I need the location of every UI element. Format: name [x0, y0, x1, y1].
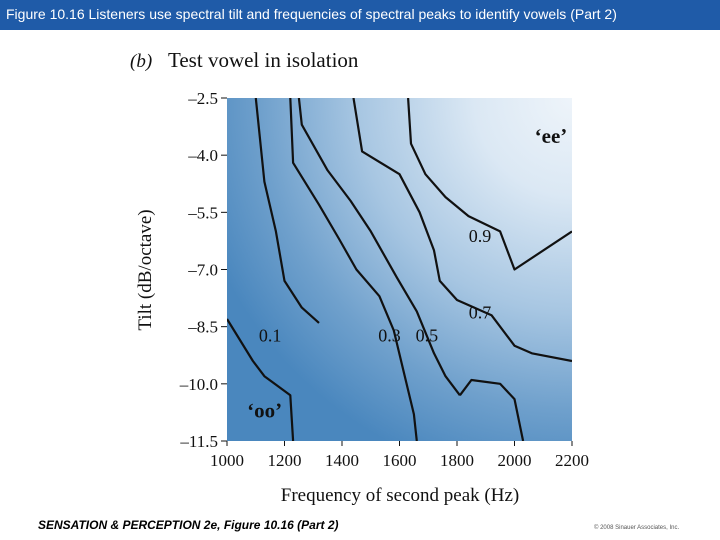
contour-line: [352, 98, 572, 363]
footer-source: SENSATION & PERCEPTION 2e, Figure 10.16 …: [38, 518, 339, 532]
contour-line: [227, 318, 295, 441]
contour-line: [407, 98, 572, 271]
y-tick-label: –7.0: [187, 261, 218, 280]
vowel-region-label: ‘ee’: [535, 124, 568, 148]
chart-title: Test vowel in isolation: [168, 48, 359, 72]
plot-background: [227, 98, 572, 441]
x-tick-label: 1200: [268, 451, 302, 470]
vowel-region-label: ‘oo’: [247, 399, 282, 423]
contour-line: [459, 378, 525, 441]
x-tick-label: 2000: [498, 451, 532, 470]
y-tick-label: –8.5: [187, 318, 218, 337]
y-tick-label: –5.5: [187, 203, 218, 222]
contour-level-label: 0.5: [416, 325, 439, 345]
contour-line: [254, 98, 320, 324]
contour-line: [297, 98, 461, 396]
y-tick-label: –4.0: [187, 146, 218, 165]
panel-label: (b): [130, 51, 152, 72]
x-tick-label: 1400: [325, 451, 359, 470]
y-tick-label: –10.0: [179, 375, 218, 394]
footer-copyright: © 2008 Sinauer Associates, Inc.: [594, 525, 680, 531]
x-tick-label: 1600: [383, 451, 417, 470]
x-tick-label: 1000: [210, 451, 244, 470]
contour-line: [289, 98, 418, 441]
figure-title: Figure 10.16 Listeners use spectral tilt…: [6, 6, 617, 22]
title-bar: Figure 10.16 Listeners use spectral tilt…: [0, 0, 720, 30]
contour-level-label: 0.3: [378, 325, 401, 345]
contour-level-label: 0.7: [469, 302, 492, 322]
contour-level-label: 0.1: [259, 325, 282, 345]
y-tick-label: –11.5: [179, 432, 218, 451]
x-tick-label: 1800: [440, 451, 474, 470]
x-tick-label: 2200: [555, 451, 589, 470]
x-axis-label: Frequency of second peak (Hz): [281, 485, 519, 506]
contour-level-label: 0.9: [469, 226, 492, 246]
y-axis-label: Tilt (dB/octave): [135, 209, 156, 330]
y-tick-label: –2.5: [187, 89, 218, 108]
